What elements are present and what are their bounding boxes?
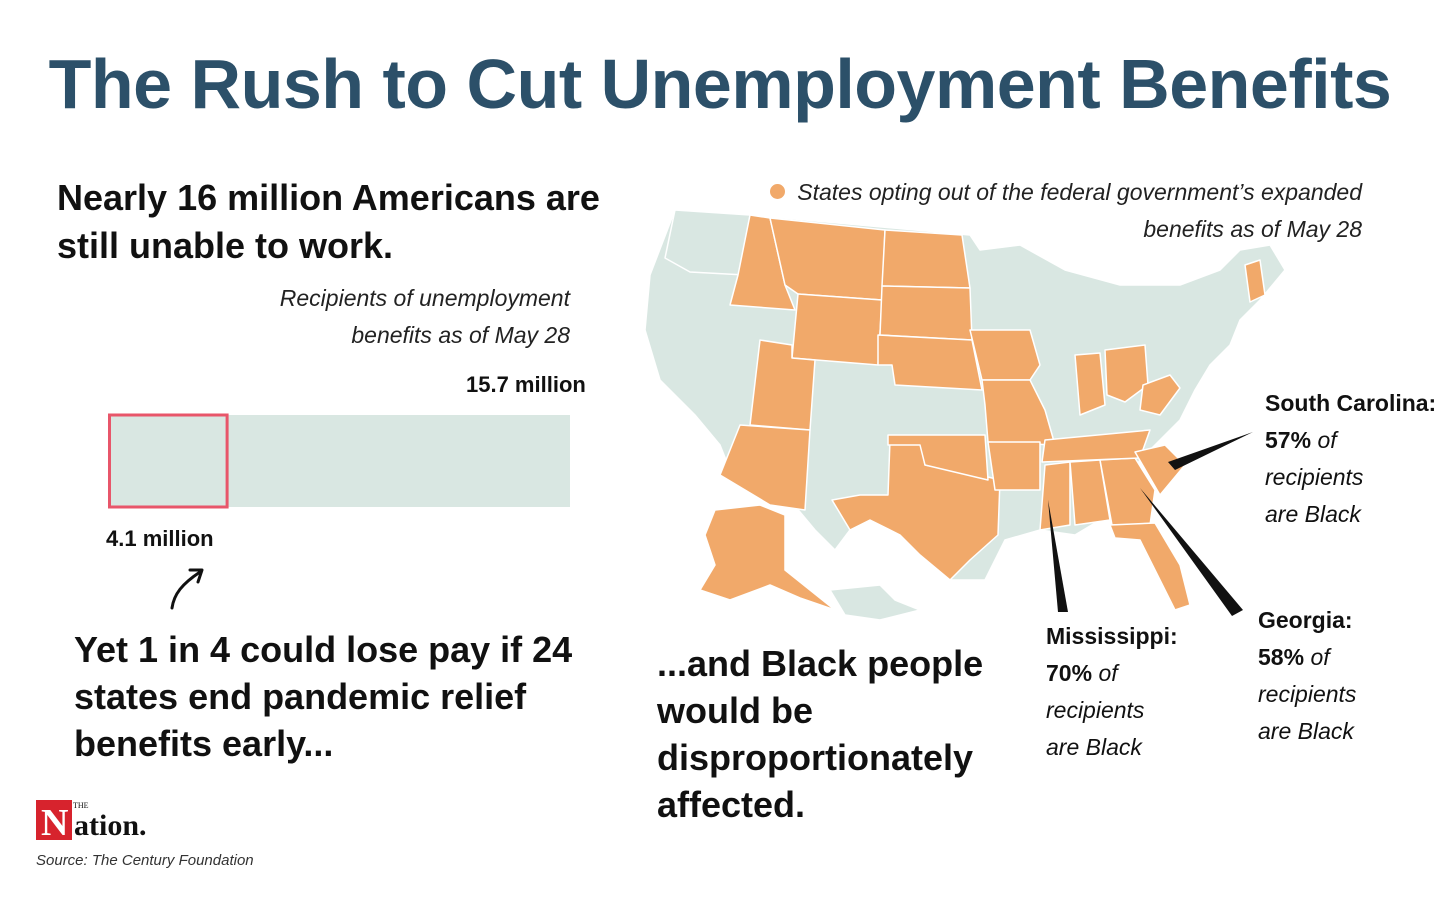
- state-south-dakota: [879, 285, 973, 341]
- state-north-dakota: [881, 229, 971, 289]
- bar-part-value-label: 4.1 million: [106, 526, 214, 551]
- state-ohio: [1104, 344, 1149, 403]
- headline-americans-unable-to-work: Nearly 16 million Americans are still un…: [57, 177, 600, 266]
- state-arizona: [719, 424, 811, 511]
- state-new-hampshire: [1244, 259, 1266, 303]
- state-iowa: [969, 329, 1041, 381]
- state-west-virginia: [1139, 374, 1181, 416]
- callout-line2: recipients: [1265, 464, 1364, 490]
- state-alaska: [699, 504, 836, 611]
- callout-mississippi: Mississippi: 70% of recipients are Black: [1046, 618, 1178, 766]
- callout-line2: recipients: [1046, 697, 1145, 723]
- source-note: Source: The Century Foundation: [36, 852, 254, 869]
- state-mississippi: [1039, 461, 1071, 531]
- callout-state: Georgia:: [1258, 607, 1353, 633]
- us-states-map: [644, 209, 1286, 621]
- bar-total: [108, 415, 570, 507]
- state-oklahoma: [887, 434, 989, 481]
- bar-total-value-label: 15.7 million: [466, 372, 586, 397]
- callout-georgia: Georgia: 58% of recipients are Black: [1258, 602, 1356, 750]
- logo-small-text: THE: [73, 801, 89, 810]
- callout-percent: 58%: [1258, 644, 1305, 670]
- legend-dot-icon: [770, 184, 786, 199]
- callout-of: of: [1310, 644, 1330, 670]
- curved-arrow-icon: [170, 568, 204, 610]
- state-washington: [664, 209, 751, 276]
- callout-of: of: [1317, 427, 1337, 453]
- callout-line3: are Black: [1265, 501, 1361, 527]
- headline-black-people-affected: ...and Black people would be disproporti…: [657, 643, 984, 825]
- callout-percent: 70%: [1046, 660, 1093, 686]
- recipients-bar-chart: [108, 413, 570, 509]
- callout-south-carolina: South Carolina: 57% of recipients are Bl…: [1265, 385, 1436, 533]
- legend-text: States opting out of the federal governm…: [797, 179, 1362, 242]
- callout-of: of: [1098, 660, 1118, 686]
- callout-state: South Carolina:: [1265, 390, 1437, 416]
- bar-chart-caption: Recipients of unemployment benefits as o…: [279, 285, 570, 348]
- state-florida: [1109, 522, 1191, 611]
- page-title: The Rush to Cut Unemployment Benefits: [48, 45, 1392, 123]
- map-alaska-hawaii-other: [829, 584, 921, 621]
- callout-state: Mississippi:: [1046, 623, 1178, 649]
- svg-text:ation.: ation.: [74, 809, 147, 842]
- callout-line3: are Black: [1046, 734, 1142, 760]
- state-arkansas: [987, 441, 1041, 491]
- bar-could-lose-pay: [108, 413, 229, 509]
- map-legend: States opting out of the federal governm…: [690, 174, 1362, 248]
- headline-could-lose-pay: Yet 1 in 4 could lose pay if 24 states e…: [74, 629, 573, 764]
- callout-line2: recipients: [1258, 681, 1357, 707]
- svg-text:N: N: [41, 802, 68, 843]
- state-indiana: [1074, 352, 1106, 416]
- state-wyoming: [791, 293, 883, 366]
- nation-logo: N THE ation.: [36, 800, 147, 843]
- callout-percent: 57%: [1265, 427, 1312, 453]
- callout-line3: are Black: [1258, 718, 1354, 744]
